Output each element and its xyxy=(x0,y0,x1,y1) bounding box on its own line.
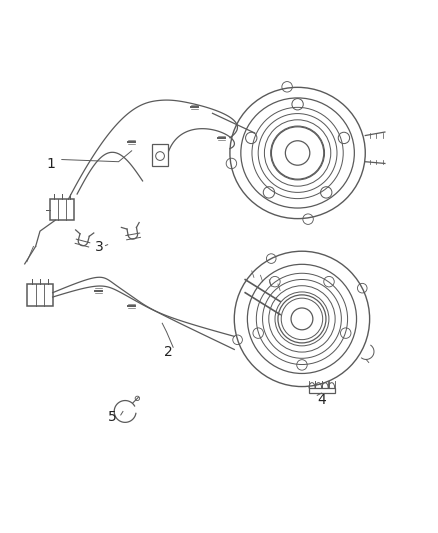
Text: 4: 4 xyxy=(317,393,326,407)
Text: 1: 1 xyxy=(46,157,55,171)
Bar xyxy=(152,144,168,166)
Text: 5: 5 xyxy=(108,410,117,424)
Bar xyxy=(308,388,335,393)
Bar xyxy=(27,284,53,306)
Text: 3: 3 xyxy=(95,240,103,254)
Bar xyxy=(50,199,74,220)
Text: 2: 2 xyxy=(164,345,173,359)
